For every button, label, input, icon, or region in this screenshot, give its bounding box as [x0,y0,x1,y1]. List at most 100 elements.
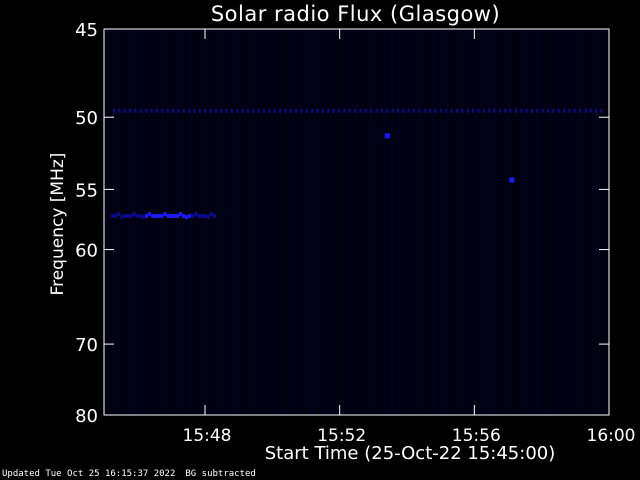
interference-dot [472,108,474,113]
interference-dot [113,108,115,113]
emission-band-pixel [132,212,136,216]
interference-dot [155,108,158,113]
interference-dot [338,108,341,113]
background-stripe [543,29,545,415]
interference-dot [327,108,330,113]
interference-dot [177,108,180,113]
interference-dot [268,108,271,113]
interference-dot [589,108,592,113]
interference-dot [573,108,576,113]
background-stripe [550,29,552,415]
interference-dot [456,108,458,113]
background-stripe [134,29,136,415]
background-stripe [599,29,601,415]
background-stripe [197,29,199,415]
interference-dot [429,108,432,113]
interference-dot [568,108,571,113]
interference-dot [493,108,496,113]
emission-band-pixel [120,215,124,219]
background-stripe [439,29,441,415]
bg-subtracted-note: BG subtracted [185,469,256,479]
background-stripe [488,29,490,415]
y-tick-label: 80 [75,406,98,427]
emission-band-pixel [163,212,167,216]
interference-dot [241,108,244,113]
interference-dot [536,108,539,113]
background-stripe [127,29,129,415]
emission-band-pixel [194,212,198,216]
interference-dot [289,108,292,113]
interference-dot [311,108,314,113]
interference-dot [188,108,190,113]
interference-dot [520,108,523,113]
emission-band-pixel [151,214,155,218]
background-stripe [425,29,427,415]
background-stripe [155,29,157,415]
emission-band-pixel [141,215,145,219]
emission-band-pixel [175,214,179,218]
interference-dot [225,108,228,113]
interference-dot [434,108,437,113]
emission-band-pixel [148,212,152,216]
updated-timestamp: Updated Tue Oct 25 16:15:37 2022 [2,469,176,479]
interference-dot [525,108,528,113]
background-stripe [453,29,455,415]
background-stripe [432,29,434,415]
background-stripe [592,29,594,415]
background-stripe [308,29,310,415]
interference-dot [579,108,582,113]
background-stripe [460,29,462,415]
interference-dot [295,108,298,113]
interference-dot [498,108,501,113]
background-stripe [474,29,476,415]
background-stripe [245,29,247,415]
background-stripe [391,29,393,415]
background-stripe [363,29,365,415]
emission-band-pixel [114,214,118,218]
emission-band-pixel [129,214,133,218]
y-tick-label: 50 [75,108,98,129]
interference-dot [257,108,260,113]
interference-dot [450,108,453,113]
background-stripe [467,29,469,415]
emission-band-pixel [160,214,164,218]
interference-dot [134,108,137,113]
interference-dot [386,108,389,113]
background-stripe [259,29,261,415]
interference-dot [380,108,383,113]
background-stripe [224,29,226,415]
interference-dot [193,108,196,113]
interference-dot [504,108,507,113]
interference-dot [332,108,335,113]
emission-band-pixel [154,214,158,218]
interference-dot [482,108,485,113]
emission-band-pixel [135,214,139,218]
interference-dot [284,108,287,113]
plot-frame [103,28,610,416]
interference-dot [375,108,378,113]
background-stripe [301,29,303,415]
interference-dot [161,108,164,113]
background-stripe [536,29,538,415]
interference-dot [145,108,148,113]
interference-dot [359,108,362,113]
background-stripe [169,29,171,415]
x-tick-label: 15:48 [183,426,232,446]
background-stripe [356,29,358,415]
emission-band-pixel [200,214,204,218]
background-stripe [217,29,220,415]
background-stripe [557,29,559,415]
x-tick-label: 16:00 [587,426,636,446]
interference-dot [552,108,555,113]
background-stripe [113,29,116,415]
x-tick-label: 15:56 [452,426,501,446]
background-stripe [328,29,330,415]
interference-dot [300,108,303,113]
chart-title: Solar radio Flux (Glasgow) [210,2,501,26]
interference-dot [364,108,367,113]
emission-band-pixel [212,214,216,218]
interference-dot [354,108,357,113]
interference-dot [230,108,233,113]
interference-dot [305,108,308,113]
